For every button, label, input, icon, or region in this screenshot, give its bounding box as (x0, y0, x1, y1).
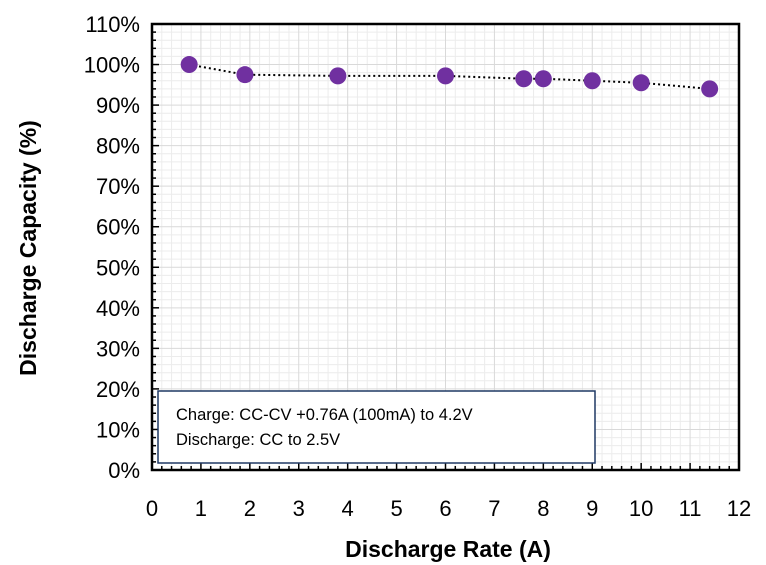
x-tick-label: 12 (727, 496, 751, 521)
y-tick-label: 100% (84, 53, 140, 78)
y-tick-label: 20% (96, 377, 140, 402)
y-tick-label: 30% (96, 336, 140, 361)
y-tick-label: 90% (96, 93, 140, 118)
x-tick-label: 9 (586, 496, 598, 521)
series (180, 56, 719, 98)
y-tick-label: 70% (96, 174, 140, 199)
y-tick-label: 10% (96, 417, 140, 442)
data-point (583, 72, 601, 90)
x-tick-labels: 0 1 2 3 4 5 6 7 8 9 10 11 12 (146, 496, 751, 521)
data-point (236, 66, 254, 84)
x-tick-label: 0 (146, 496, 158, 521)
y-tick-label: 0% (108, 458, 140, 483)
y-axis-title: Discharge Capacity (%) (15, 120, 41, 376)
data-point (180, 56, 198, 74)
x-tick-label: 8 (537, 496, 549, 521)
data-point (329, 67, 347, 85)
x-tick-label: 7 (488, 496, 500, 521)
x-tick-label: 11 (679, 496, 702, 521)
annotation-line-1: Charge: CC-CV +0.76A (100mA) to 4.2V (176, 406, 473, 424)
tick-marks (151, 23, 740, 471)
annotation-line-2: Discharge: CC to 2.5V (176, 431, 340, 449)
y-tick-label: 50% (96, 255, 140, 280)
x-tick-label: 1 (195, 496, 207, 521)
data-point (701, 80, 719, 98)
x-tick-label: 5 (390, 496, 402, 521)
data-point (534, 70, 552, 88)
x-tick-label: 2 (244, 496, 256, 521)
y-tick-labels: 0% 10% 20% 30% 40% 50% 60% 70% 80% 90% 100% 110% (84, 12, 140, 483)
x-tick-label: 3 (293, 496, 305, 521)
y-tick-label: 60% (96, 215, 140, 240)
x-tick-label: 4 (342, 496, 354, 521)
data-point (632, 74, 650, 92)
data-point (437, 67, 454, 85)
annotation-box: Charge: CC-CV +0.76A (100mA) to 4.2V Dis… (157, 390, 596, 464)
x-axis-title: Discharge Rate (A) (345, 536, 551, 562)
y-tick-label: 40% (96, 296, 140, 321)
annotation-frame (157, 390, 596, 464)
y-tick-label: 80% (96, 134, 140, 159)
x-tick-label: 10 (629, 496, 653, 521)
data-point (515, 70, 533, 88)
x-tick-label: 6 (439, 496, 451, 521)
y-tick-label: 110% (85, 12, 140, 37)
